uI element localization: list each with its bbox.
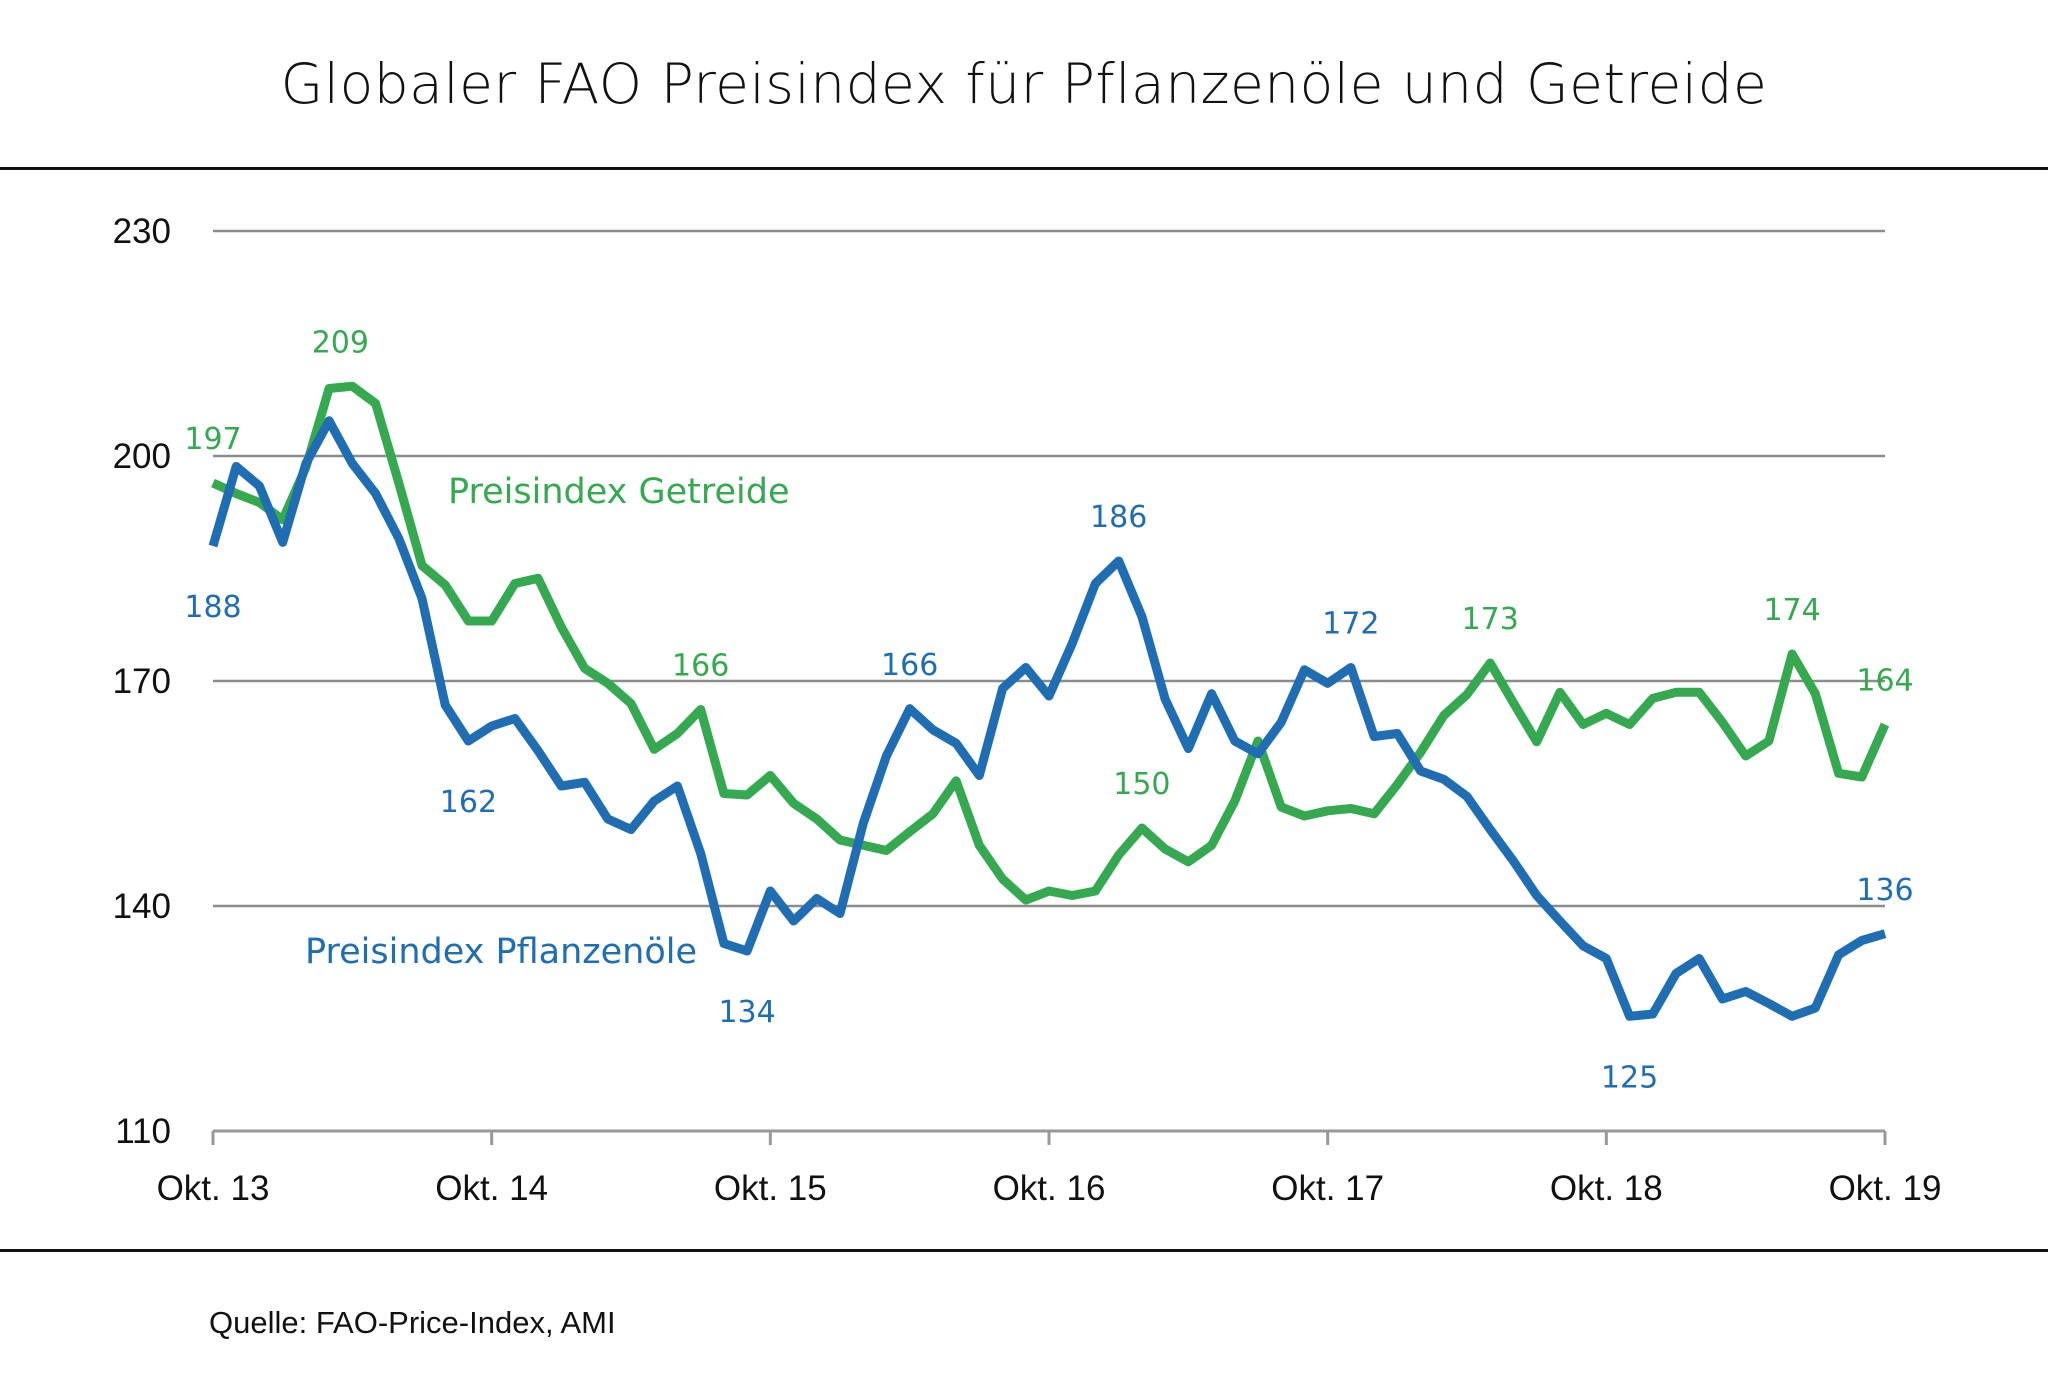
- chart-title: Globaler FAO Preisindex für Pflanzenöle …: [280, 52, 1768, 116]
- series-line-getreide: [211, 381, 1890, 905]
- source-note: Quelle: FAO-Price-Index, AMI: [209, 1305, 616, 1340]
- y-tick-label: 110: [115, 1112, 171, 1151]
- y-tick-label: 170: [113, 662, 171, 701]
- data-label: 136: [1856, 873, 1913, 908]
- data-label: 173: [1462, 602, 1519, 637]
- series-label-pflanzenoele: Preisindex Pflanzenöle: [305, 932, 697, 972]
- data-label: 125: [1601, 1060, 1658, 1095]
- data-label: 150: [1113, 767, 1170, 802]
- x-tick-label: Okt. 13: [157, 1169, 270, 1208]
- x-tick-label: Okt. 14: [435, 1169, 548, 1208]
- x-tick-label: Okt. 15: [714, 1169, 827, 1208]
- data-label: 166: [672, 649, 729, 684]
- data-label: 134: [718, 995, 775, 1030]
- y-tick-label: 230: [113, 212, 171, 251]
- data-label: 188: [184, 590, 241, 625]
- top-divider: [0, 167, 2048, 170]
- data-label: 174: [1763, 593, 1820, 628]
- y-tick-label: 200: [113, 437, 171, 476]
- x-tick-label: Okt. 19: [1829, 1169, 1942, 1208]
- data-label: 172: [1322, 607, 1379, 642]
- x-tick-label: Okt. 17: [1271, 1169, 1384, 1208]
- series-line-pflanzenoele: [208, 416, 1887, 1021]
- y-tick-label: 140: [113, 887, 171, 926]
- data-label: 186: [1090, 500, 1147, 535]
- data-label: 197: [184, 422, 241, 457]
- data-label: 162: [440, 785, 497, 820]
- x-tick-label: Okt. 18: [1550, 1169, 1663, 1208]
- bottom-divider: [0, 1249, 2048, 1252]
- data-label: 209: [312, 325, 369, 360]
- series-label-getreide: Preisindex Getreide: [448, 472, 790, 512]
- data-label: 164: [1856, 664, 1913, 699]
- data-label: 166: [881, 648, 938, 683]
- x-tick-label: Okt. 16: [993, 1169, 1106, 1208]
